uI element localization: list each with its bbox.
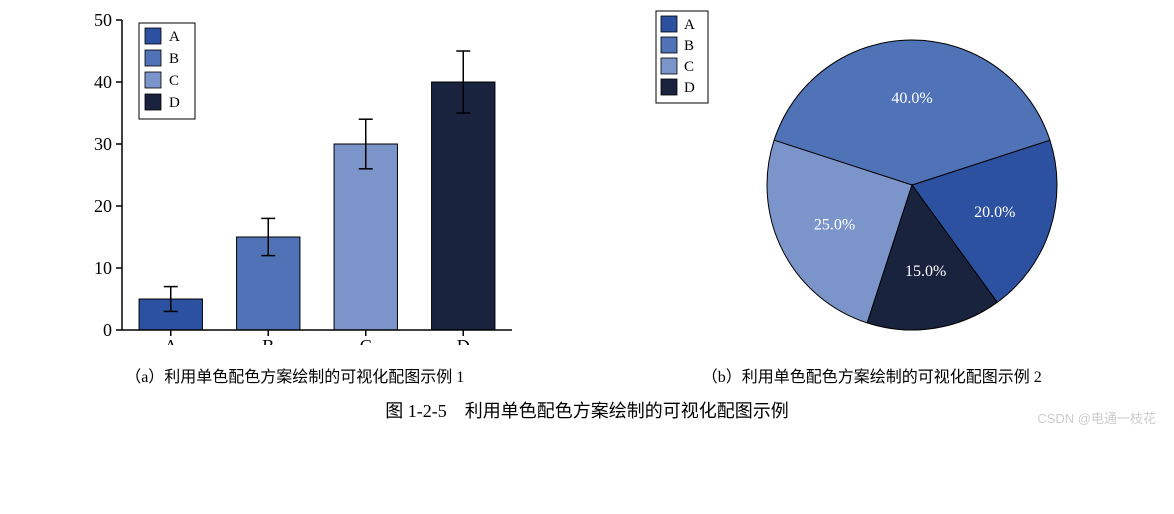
bar [432, 82, 495, 330]
pie-chart: 20.0% 40.0% 25.0% 15.0% ABCD [637, 10, 1107, 345]
legend-label: B [169, 51, 179, 67]
legend-swatch [145, 72, 161, 88]
pie-slice-label: 15.0% [905, 263, 946, 280]
pie-chart-panel: 20.0% 40.0% 25.0% 15.0% ABCD （b）利用单色配色方案绘制的可… [637, 10, 1107, 387]
x-tick-label: A [165, 336, 178, 345]
legend-label: C [684, 59, 694, 75]
legend-label: C [169, 73, 179, 89]
legend-swatch [145, 94, 161, 110]
y-tick-label: 0 [103, 320, 112, 340]
watermark: CSDN @电通一枝花 [1037, 408, 1156, 427]
y-tick-label: 30 [94, 134, 112, 154]
legend-swatch [145, 28, 161, 44]
charts-row: 01020304050ABCDABCD （a）利用单色配色方案绘制的可视化配图示… [10, 10, 1164, 387]
legend-label: D [684, 80, 695, 96]
x-tick-label: B [262, 336, 274, 345]
legend-label: A [169, 29, 180, 45]
pie-slice-label: 40.0% [891, 90, 932, 107]
y-tick-label: 10 [94, 258, 112, 278]
legend-swatch [145, 50, 161, 66]
bar [334, 144, 397, 330]
legend-swatch [661, 16, 677, 32]
y-tick-label: 40 [94, 72, 112, 92]
bar-chart: 01020304050ABCDABCD [67, 10, 522, 345]
legend-swatch [661, 37, 677, 53]
legend-label: B [684, 38, 694, 54]
y-tick-label: 50 [94, 10, 112, 30]
pie-slice-label: 20.0% [974, 204, 1015, 221]
subcaption-b: （b）利用单色配色方案绘制的可视化配图示例 2 [702, 363, 1042, 387]
main-caption: 图 1-2-5 利用单色配色方案绘制的可视化配图示例 [385, 397, 789, 423]
y-tick-label: 20 [94, 196, 112, 216]
legend-swatch [661, 79, 677, 95]
figure-container: 01020304050ABCDABCD （a）利用单色配色方案绘制的可视化配图示… [10, 10, 1164, 423]
x-tick-label: D [457, 336, 470, 345]
x-tick-label: C [360, 336, 372, 345]
bar-chart-panel: 01020304050ABCDABCD （a）利用单色配色方案绘制的可视化配图示… [67, 10, 522, 387]
legend-swatch [661, 58, 677, 74]
pie-slice-label: 25.0% [814, 216, 855, 233]
subcaption-a: （a）利用单色配色方案绘制的可视化配图示例 1 [125, 363, 464, 387]
legend-label: A [684, 17, 695, 33]
legend-label: D [169, 95, 180, 111]
